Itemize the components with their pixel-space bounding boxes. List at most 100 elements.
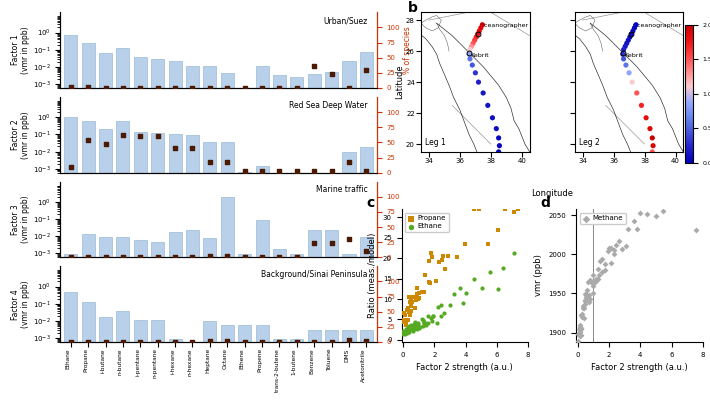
Point	[170, 145, 181, 152]
Propane	[411, 293, 422, 300]
Bar	[290, 178, 303, 412]
Ethane	[413, 320, 424, 326]
Point	[326, 239, 337, 246]
Methane	[578, 315, 589, 322]
Methane	[577, 311, 588, 318]
Bar	[360, 236, 373, 412]
Methane	[635, 210, 646, 217]
Point	[274, 167, 285, 174]
Point	[239, 84, 251, 91]
Propane	[403, 308, 415, 315]
Ethane	[426, 318, 437, 325]
Point	[630, 21, 642, 28]
Ethane	[409, 321, 420, 327]
Bar	[186, 135, 199, 412]
Point	[65, 84, 77, 90]
Point	[326, 167, 337, 174]
Methane	[682, 188, 693, 195]
Point	[640, 115, 652, 121]
Propane	[425, 250, 437, 257]
Point	[469, 37, 480, 44]
Point	[152, 254, 163, 260]
Ethane	[418, 318, 430, 325]
Point	[644, 125, 655, 132]
Point	[482, 102, 493, 109]
Bar	[151, 242, 164, 412]
Methane	[657, 208, 669, 215]
Bar	[151, 133, 164, 412]
Bar	[307, 330, 321, 412]
Ethane	[422, 319, 434, 326]
Methane	[606, 245, 617, 251]
Methane	[596, 269, 608, 276]
Ethane	[417, 322, 429, 329]
Propane	[409, 305, 420, 311]
Point	[361, 167, 372, 174]
Ethane	[408, 322, 420, 329]
Ethane	[408, 326, 420, 332]
Point	[466, 62, 478, 68]
Propane	[442, 253, 454, 260]
Propane	[405, 311, 416, 318]
Y-axis label: Factor 3
(vmr in ppb): Factor 3 (vmr in ppb)	[11, 196, 30, 243]
Bar	[203, 321, 217, 412]
Methane	[616, 246, 628, 253]
Point	[117, 254, 129, 260]
Ethane	[417, 316, 428, 322]
Propane	[468, 206, 479, 212]
Ethane	[406, 326, 417, 332]
Methane	[575, 332, 586, 339]
Point	[222, 252, 233, 259]
Ethane	[457, 300, 468, 307]
Text: b: b	[408, 1, 418, 15]
Methane	[589, 280, 600, 286]
Point	[256, 84, 268, 91]
Bar	[221, 142, 234, 412]
Propane	[411, 285, 422, 292]
Propane	[513, 206, 524, 212]
Propane	[433, 258, 444, 265]
Bar	[325, 230, 338, 412]
Bar	[221, 197, 234, 412]
Bar	[203, 66, 217, 412]
Ethane	[508, 249, 520, 256]
Propane	[413, 295, 425, 301]
Point	[82, 137, 94, 143]
Bar	[238, 172, 251, 412]
Ethane	[412, 323, 423, 330]
Methane	[579, 301, 591, 307]
Ethane	[408, 325, 419, 331]
Methane	[628, 218, 640, 224]
Point	[467, 40, 479, 47]
Point	[621, 62, 632, 68]
Ethane	[468, 276, 479, 283]
Point	[620, 43, 631, 50]
Ethane	[427, 313, 438, 319]
Point	[135, 339, 146, 345]
Point	[239, 167, 251, 174]
Propane	[411, 291, 422, 297]
Point	[309, 167, 320, 174]
Methane	[613, 238, 625, 245]
Bar	[307, 230, 321, 412]
Methane	[690, 227, 701, 234]
Point	[490, 153, 501, 160]
Ethane	[401, 328, 413, 335]
Propane	[424, 258, 435, 265]
Propane	[400, 312, 411, 318]
Bar	[133, 57, 147, 412]
Point	[187, 84, 198, 91]
Ethane	[420, 321, 431, 327]
Propane	[417, 289, 428, 295]
Ethane	[409, 324, 420, 331]
Methane	[608, 250, 619, 257]
Methane	[591, 278, 602, 284]
Point	[344, 337, 355, 343]
Ethane	[413, 325, 425, 332]
Point	[647, 149, 658, 155]
Methane	[587, 277, 599, 284]
Ethane	[409, 323, 420, 329]
Bar	[99, 129, 112, 412]
Bar	[65, 292, 77, 412]
Point	[222, 159, 233, 165]
